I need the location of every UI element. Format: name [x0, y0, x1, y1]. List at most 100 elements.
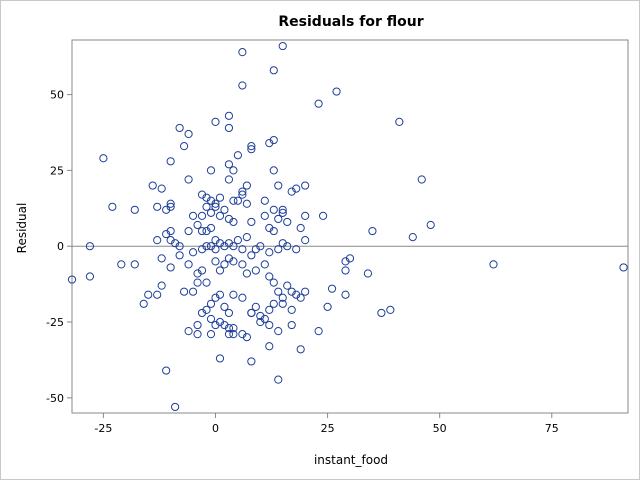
data-point: [283, 217, 292, 227]
data-point: [166, 157, 175, 166]
data-point: [188, 248, 198, 257]
data-point: [278, 205, 287, 214]
data-point: [139, 299, 148, 308]
data-point: [197, 211, 207, 220]
x-axis-ticks: -25 0 25 50 75: [94, 413, 559, 435]
data-point: [153, 236, 162, 245]
data-point: [229, 196, 238, 205]
data-point: [269, 166, 278, 175]
data-point: [193, 220, 202, 230]
data-point: [193, 278, 202, 287]
data-point: [269, 205, 278, 214]
data-point: [274, 214, 283, 224]
data-point: [274, 327, 283, 336]
data-point: [489, 260, 498, 269]
y-axis-label: Residual: [15, 203, 29, 254]
data-point: [251, 266, 260, 275]
y-tick-label: -25: [46, 316, 64, 329]
data-point: [215, 354, 225, 363]
data-point: [269, 226, 278, 236]
data-point: [229, 257, 238, 266]
data-point: [242, 181, 251, 190]
data-point: [278, 293, 287, 302]
data-point: [130, 205, 139, 214]
data-point: [341, 290, 350, 299]
data-point: [283, 281, 292, 290]
data-point: [301, 211, 310, 220]
data-point: [229, 323, 238, 333]
data-point: [238, 48, 247, 57]
data-point: [278, 208, 287, 217]
data-point: [197, 266, 207, 275]
data-point: [260, 196, 269, 205]
data-point: [220, 302, 229, 311]
data-point: [332, 87, 341, 96]
data-point: [233, 236, 243, 245]
data-point: [238, 187, 247, 196]
data-point: [265, 305, 274, 314]
data-point: [157, 184, 166, 193]
data-point: [188, 211, 198, 220]
chart-title: Residuals for flour: [278, 14, 423, 30]
data-point: [265, 248, 274, 257]
x-tick-label: 50: [433, 422, 447, 435]
data-point: [274, 375, 283, 384]
data-point: [184, 129, 193, 139]
data-point: [278, 299, 287, 308]
data-point: [265, 320, 274, 330]
data-point: [229, 217, 238, 227]
data-point: [260, 260, 269, 269]
data-point: [251, 302, 260, 311]
data-point: [269, 135, 278, 145]
data-point: [99, 154, 108, 163]
data-point: [220, 205, 229, 214]
data-point: [247, 142, 256, 151]
data-point: [417, 175, 426, 184]
x-tick-label: 0: [212, 422, 219, 435]
data-point: [274, 245, 283, 254]
data-point: [184, 260, 193, 269]
data-point: [211, 257, 220, 266]
data-point: [247, 217, 256, 227]
x-tick-label: 25: [321, 422, 335, 435]
data-point: [166, 263, 175, 272]
data-point: [224, 323, 234, 333]
x-tick-label: -25: [94, 422, 112, 435]
data-point: [274, 287, 283, 296]
data-point: [408, 233, 417, 242]
x-axis-label: instant_food: [314, 453, 388, 467]
data-points: [67, 41, 628, 412]
data-point: [184, 327, 193, 336]
data-point: [256, 317, 265, 327]
data-point: [153, 202, 162, 211]
data-point: [211, 117, 220, 126]
data-point: [238, 190, 247, 199]
data-point: [148, 181, 157, 190]
data-point: [395, 117, 404, 126]
data-point: [184, 175, 193, 184]
data-point: [233, 151, 243, 160]
data-point: [175, 123, 184, 133]
data-point: [202, 305, 211, 314]
data-point: [247, 251, 256, 260]
data-point: [301, 181, 310, 190]
data-point: [166, 199, 175, 208]
data-point: [242, 333, 251, 342]
data-point: [130, 260, 139, 269]
data-point: [184, 226, 193, 236]
data-point: [242, 233, 251, 242]
data-point: [287, 320, 296, 330]
data-point: [166, 226, 175, 236]
data-point: [363, 269, 373, 278]
data-point: [211, 199, 220, 208]
data-point: [220, 260, 229, 269]
data-point: [85, 272, 95, 281]
data-point: [117, 260, 126, 269]
data-point: [327, 284, 337, 293]
data-point: [287, 305, 296, 314]
data-point: [179, 287, 189, 296]
data-point: [386, 305, 395, 314]
data-point: [256, 242, 265, 251]
y-tick-label: 25: [50, 164, 64, 177]
